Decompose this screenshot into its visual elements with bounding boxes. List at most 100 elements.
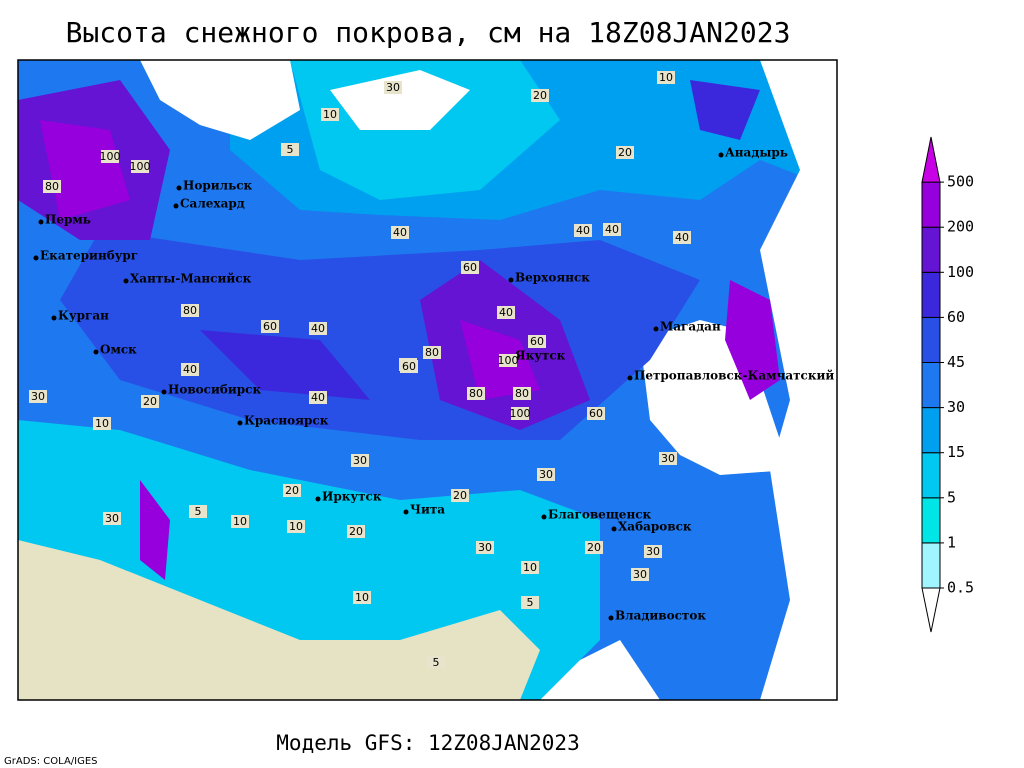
contour-label-box (451, 489, 469, 502)
contour-label: 80 (515, 387, 529, 400)
contour-label: 20 (349, 525, 363, 538)
city-dot (627, 375, 633, 381)
contour-label: 80 (425, 346, 439, 359)
contour-label: 5 (195, 505, 202, 518)
contour-label: 40 (675, 231, 689, 244)
city-label: Верхоянск (515, 271, 590, 285)
credit: GrADS: COLA/IGES (4, 756, 98, 767)
city-dot (718, 152, 724, 158)
contour-label-box (585, 541, 603, 554)
colorbar-label: 1 (947, 533, 956, 551)
contour-label: 30 (386, 81, 400, 94)
contour-label-box (231, 515, 249, 528)
city-label: Новосибирск (168, 383, 261, 397)
map-labels: Норильск Салехард Пермь Екатеринбург Ханты-М… (29, 71, 834, 669)
contour-label-box (587, 407, 605, 420)
contour-label-box (131, 160, 149, 173)
city-label: Благовещенск (548, 508, 652, 522)
contour-label: 60 (263, 320, 277, 333)
contour-label: 80 (183, 304, 197, 317)
contour-label-box (521, 561, 539, 574)
colorbar-label: 15 (947, 443, 965, 461)
contour-label-box (181, 304, 199, 317)
city-dot (93, 349, 99, 355)
contour-label: 80 (45, 180, 59, 193)
colorbar-label: 30 (947, 398, 965, 416)
city-dot (173, 203, 179, 209)
contour-label: 30 (105, 512, 119, 525)
colorbar-swatch (921, 226, 941, 273)
contour-label-box (101, 150, 119, 163)
contour-label: 20 (453, 489, 467, 502)
contour-label-box (603, 223, 621, 236)
colorbar-swatch (921, 181, 941, 228)
contour-label-box (321, 108, 339, 121)
colorbar-label: 200 (947, 218, 974, 236)
city-label: Хабаровск (618, 520, 692, 534)
contour-label: 5 (527, 596, 534, 609)
contour-label: 10 (233, 515, 247, 528)
contour-label-box (93, 417, 111, 430)
colorbar-label: 500 (947, 173, 974, 191)
contour-label-box (29, 390, 47, 403)
contour-label: 60 (463, 261, 477, 274)
contour-label-box (309, 322, 327, 335)
contour-label: 10 (95, 417, 109, 430)
city-label: Ханты-Мансийск (130, 272, 252, 286)
contour-label: 20 (143, 395, 157, 408)
contour-label: 20 (533, 89, 547, 102)
contour-label-box (141, 395, 159, 408)
contour-label-box (391, 226, 409, 239)
contour-label: 80 (469, 387, 483, 400)
contour-label-box (261, 320, 279, 333)
contour-label-box (659, 452, 677, 465)
city-dot (653, 326, 659, 332)
contour-label: 40 (576, 224, 590, 237)
city-dot (541, 514, 547, 520)
contour-label-box (631, 568, 649, 581)
colorbar-label: 0.5 (947, 579, 974, 597)
contour-label: 5 (287, 143, 294, 156)
contour-label-box (181, 363, 199, 376)
contour-label-box (499, 354, 517, 367)
contour-label-box (467, 387, 485, 400)
contour-label-box (287, 520, 305, 533)
contour-label: 60 (402, 360, 416, 373)
contour-label: 10 (659, 71, 673, 84)
contour-label-box (461, 261, 479, 274)
contour-label: 20 (285, 484, 299, 497)
city-label: Анадырь (725, 146, 788, 160)
city-label: Норильск (183, 179, 253, 193)
contour-label: 30 (478, 541, 492, 554)
contour-label-box (423, 346, 441, 359)
contour-label: 100 (130, 160, 151, 173)
contour-label: 10 (523, 561, 537, 574)
contour-label: 60 (589, 407, 603, 420)
contour-label: 100 (510, 407, 531, 420)
contour-label-box (528, 335, 546, 348)
contour-label: 40 (183, 363, 197, 376)
contour-label-box (351, 454, 369, 467)
contour-label: 40 (311, 391, 325, 404)
city-dot (315, 496, 321, 502)
contour-label: 30 (539, 468, 553, 481)
contour-label: 100 (100, 150, 121, 163)
city-label: Курган (58, 309, 109, 323)
contour-label-box (574, 224, 592, 237)
contour-label: 40 (393, 226, 407, 239)
contour-label: 30 (31, 390, 45, 403)
contour-label: 30 (646, 545, 660, 558)
contour-label: 5 (433, 656, 440, 669)
colorbar-swatch (921, 497, 941, 544)
contour-label: 20 (587, 541, 601, 554)
colorbar-arrow-high (921, 136, 941, 183)
city-label: Магадан (660, 320, 721, 334)
contour-label-box (400, 360, 418, 373)
city-dot (38, 219, 44, 225)
city-dot (403, 509, 409, 515)
contour-label-box (644, 545, 662, 558)
contour-label-box (189, 505, 207, 518)
city-label: Омск (100, 343, 137, 357)
